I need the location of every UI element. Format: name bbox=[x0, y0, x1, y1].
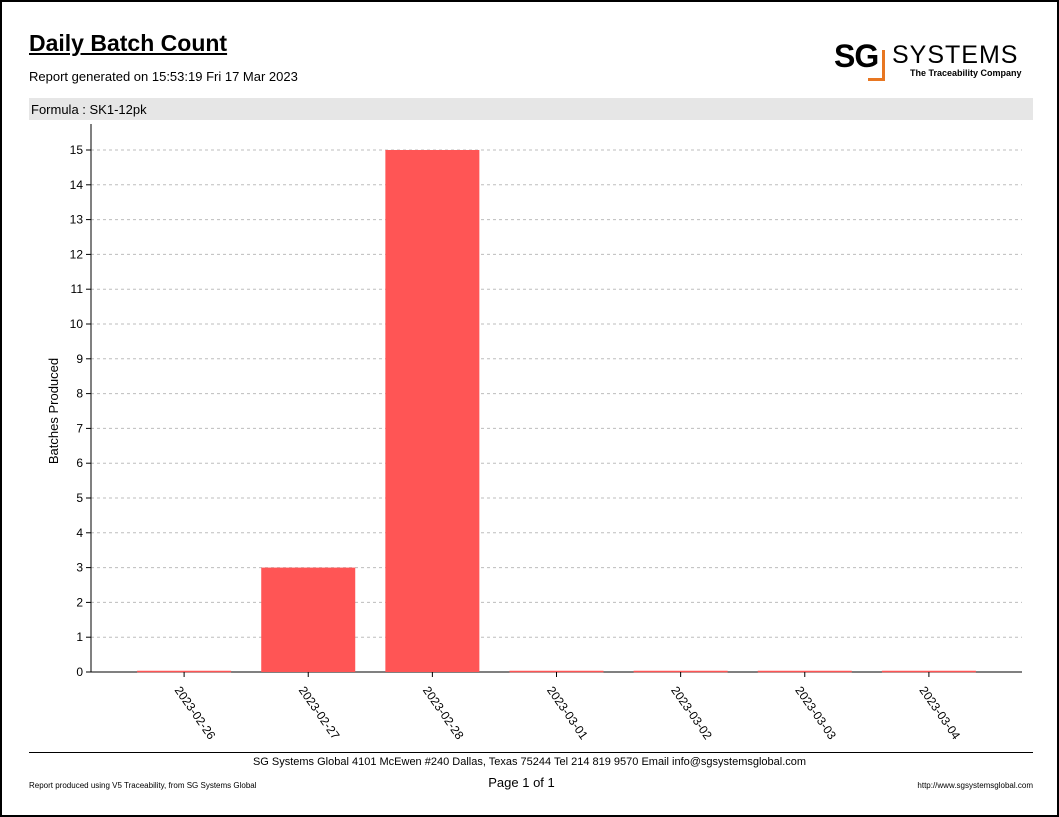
x-tick-label: 2023-03-01 bbox=[544, 684, 591, 743]
footer-divider bbox=[29, 752, 1033, 753]
bar-2023-02-28 bbox=[385, 150, 480, 672]
y-tick-label: 7 bbox=[76, 421, 83, 435]
x-tick-label: 2023-03-04 bbox=[916, 684, 963, 743]
logo-name: SYSTEMS bbox=[892, 41, 1019, 69]
y-tick-label: 13 bbox=[70, 213, 84, 227]
footer-address: SG Systems Global 4101 McEwen #240 Dalla… bbox=[252, 756, 807, 768]
y-tick-label: 2 bbox=[76, 595, 83, 609]
y-tick-label: 1 bbox=[76, 630, 83, 644]
y-tick-label: 14 bbox=[70, 178, 84, 192]
y-tick-label: 4 bbox=[76, 526, 83, 540]
logo-mark: SG bbox=[834, 38, 879, 74]
logo-bracket-icon bbox=[868, 50, 885, 81]
x-tick-label: 2023-03-02 bbox=[668, 684, 715, 743]
sg-systems-logo: SG SYSTEMS The Traceability Company bbox=[834, 40, 1029, 84]
x-tick-label: 2023-02-26 bbox=[172, 684, 219, 743]
x-tick-label: 2023-02-27 bbox=[296, 684, 343, 743]
y-tick-label: 0 bbox=[76, 665, 83, 679]
y-tick-label: 11 bbox=[71, 282, 84, 296]
y-tick-label: 6 bbox=[76, 456, 83, 470]
logo-tagline: The Traceability Company bbox=[910, 68, 1022, 78]
formula-label: Formula : SK1-12pk bbox=[31, 102, 147, 117]
report-title: Daily Batch Count bbox=[29, 30, 228, 56]
generated-timestamp: Report generated on 15:53:19 Fri 17 Mar … bbox=[29, 69, 298, 84]
footer-url: http://www.sgsystemsglobal.com bbox=[917, 781, 1033, 790]
y-tick-label: 5 bbox=[76, 491, 83, 505]
formula-band: Formula : SK1-12pk bbox=[29, 98, 1033, 120]
y-tick-label: 10 bbox=[70, 317, 84, 331]
x-tick-label: 2023-02-28 bbox=[420, 684, 467, 743]
y-tick-label: 15 bbox=[70, 143, 84, 157]
bar-2023-02-27 bbox=[261, 567, 356, 672]
y-tick-label: 3 bbox=[76, 561, 83, 575]
y-tick-label: 8 bbox=[76, 387, 83, 401]
footer-produced-note: Report produced using V5 Traceability, f… bbox=[29, 781, 257, 790]
y-tick-label: 12 bbox=[70, 247, 84, 261]
y-axis-label: Batches Produced bbox=[46, 358, 61, 464]
y-tick-label: 9 bbox=[76, 352, 83, 366]
page-number: Page 1 of 1 bbox=[488, 775, 555, 790]
x-tick-label: 2023-03-03 bbox=[792, 684, 839, 743]
